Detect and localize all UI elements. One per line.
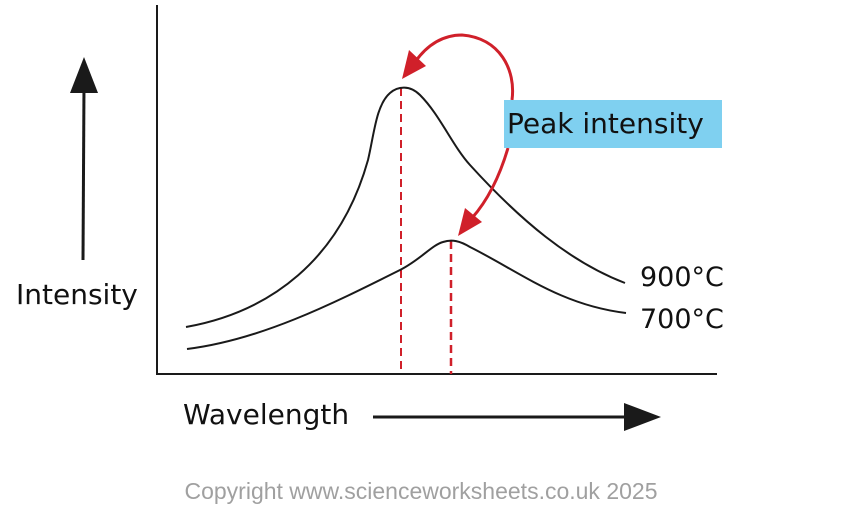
y-axis-arrow-icon: [70, 57, 98, 261]
copyright-notice: Copyright www.scienceworksheets.co.uk 20…: [184, 478, 658, 504]
x-axis-arrow-icon: [373, 403, 661, 431]
series-label-700c: 700°C: [640, 304, 724, 335]
curve-700c: [186, 239, 627, 350]
arrow-to-700-peak-icon: [458, 147, 510, 236]
peak-intensity-callout: Peak intensity: [504, 100, 722, 148]
y-axis-label: Intensity: [16, 278, 138, 311]
x-axis-label: Wavelength: [183, 398, 350, 431]
series-label-900c: 900°C: [640, 262, 724, 293]
curve-900c: [185, 86, 626, 328]
arrow-to-900-peak-icon: [402, 33, 515, 101]
callout-text: Peak intensity: [507, 107, 704, 140]
